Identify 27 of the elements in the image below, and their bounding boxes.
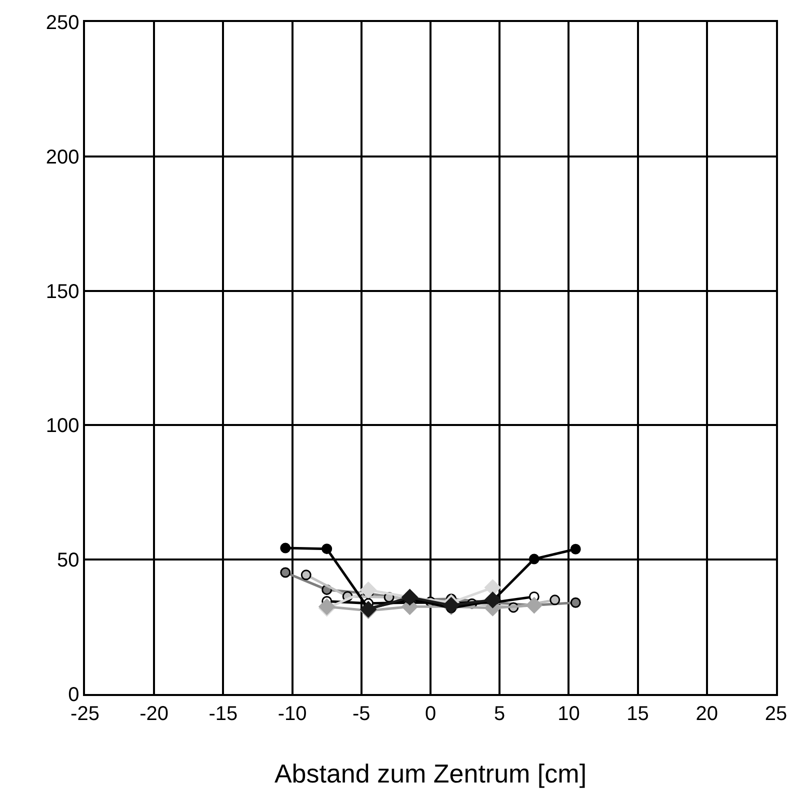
x-tick-label: 20 [696, 702, 718, 725]
y-tick-label: 200 [46, 146, 80, 168]
y-tick-label: 250 [46, 12, 80, 34]
point [570, 544, 581, 554]
x-tick-label: 5 [494, 702, 506, 725]
x-tick-label: 0 [424, 702, 436, 725]
point [322, 544, 332, 554]
x-tick-label: -5 [352, 702, 370, 725]
x-tick-label: 15 [626, 702, 649, 725]
x-tick-label: 10 [558, 702, 580, 725]
point [570, 597, 581, 608]
point [528, 554, 540, 564]
y-tick-label: 150 [46, 280, 80, 303]
point [526, 596, 543, 614]
x-tick-label: -10 [278, 702, 307, 725]
y-tick-label: 50 [57, 550, 80, 572]
point [280, 542, 291, 554]
x-axis-title: Abstand zum Zentrum [cm] [274, 758, 587, 788]
y-tick-label: 100 [46, 415, 80, 438]
point [300, 570, 312, 580]
point [484, 591, 502, 608]
point [550, 594, 560, 606]
x-tick-label: 25 [764, 702, 788, 725]
point [360, 582, 377, 598]
x-tick-label: -15 [208, 702, 238, 725]
x-tick-label: -20 [140, 702, 169, 725]
point [280, 567, 291, 578]
